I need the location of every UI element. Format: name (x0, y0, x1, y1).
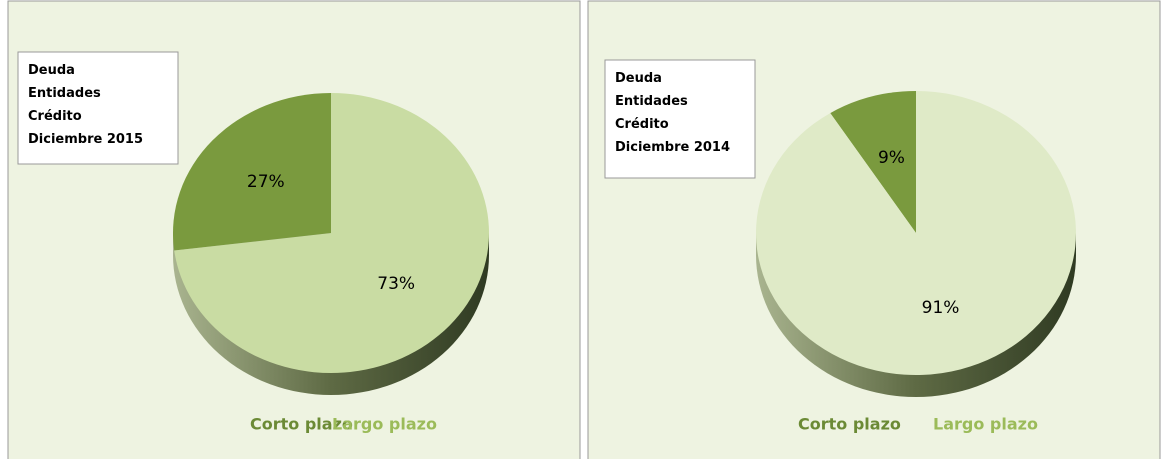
legend-entry: Largo plazo (933, 415, 1038, 434)
chart-title: Deuda (615, 71, 662, 86)
chart-title: Entidades (28, 86, 101, 101)
data-label: 9% (878, 148, 905, 168)
pie-slice (174, 93, 489, 374)
chart-title: Deuda (28, 63, 75, 78)
data-label: 27% (247, 172, 285, 192)
chart-title: Entidades (615, 94, 688, 109)
chart-title: Crédito (615, 117, 669, 132)
chart-title: Crédito (28, 109, 82, 124)
pie-slice (173, 93, 331, 251)
legend-entry: Corto plazo (798, 415, 901, 434)
data-label: 91% (922, 298, 960, 318)
title-box (604, 59, 756, 179)
legend-entry: Largo plazo (332, 415, 437, 434)
chart-title: Diciembre 2014 (615, 140, 730, 155)
title-box (17, 51, 179, 165)
pie-slice (830, 91, 916, 233)
chart-title: Diciembre 2015 (28, 132, 143, 147)
data-label: 73% (377, 274, 415, 294)
legend-entry: Corto plazo (250, 415, 353, 434)
pie-slice (756, 91, 1076, 375)
